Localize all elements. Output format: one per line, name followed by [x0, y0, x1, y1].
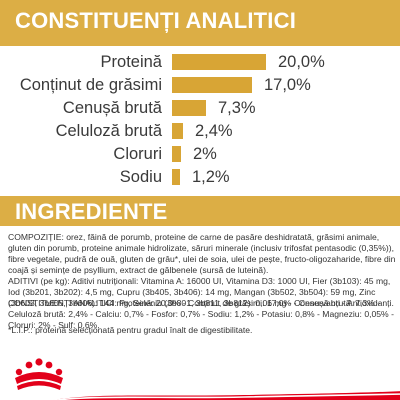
analytical-text: CONSTITUENȚI ANALITICI: Proteină: 20,0% …	[8, 298, 396, 331]
composition-text: COMPOZIȚIE: orez, făină de porumb, prote…	[8, 232, 396, 276]
nutrient-bar	[172, 169, 180, 185]
additives-paragraph: ADITIVI (pe kg): Aditivi nutriționali: V…	[8, 276, 394, 308]
royal-canin-crown-logo-icon	[15, 358, 63, 390]
nutrient-bar	[172, 100, 206, 116]
nutrient-row: Conținut de grăsimi 17,0%	[0, 74, 400, 96]
additives-text: ADITIVI (pe kg): Aditivi nutriționali: V…	[8, 276, 396, 309]
nutrient-row: Sodiu 1,2%	[0, 166, 400, 188]
nutrient-label: Sodiu	[119, 168, 162, 186]
nutrient-row: Proteină 20,0%	[0, 51, 400, 73]
nutrient-value: 7,3%	[218, 99, 256, 117]
ingredients-banner: INGREDIENTE	[0, 196, 400, 226]
nutrient-row: Cenușă brută 7,3%	[0, 97, 400, 119]
nutrient-bar	[172, 54, 266, 70]
analytical-constituents-banner: CONSTITUENȚI ANALITICI	[0, 0, 400, 46]
red-ribbon-decoration	[51, 391, 400, 400]
nutrient-label: Proteină	[100, 53, 162, 71]
nutrient-value: 1,2%	[192, 168, 230, 186]
nutrient-row: Celuloză brută 2,4%	[0, 120, 400, 142]
footnote-text: *L.I.P.: proteină selecționată pentru gr…	[8, 325, 396, 336]
nutrient-value: 2%	[193, 145, 217, 163]
footnote-paragraph: *L.I.P.: proteină selecționată pentru gr…	[8, 325, 253, 335]
nutrient-label: Cenușă brută	[62, 99, 162, 117]
nutrient-label: Celuloză brută	[55, 122, 162, 140]
nutrient-bar	[172, 123, 183, 139]
composition-paragraph: COMPOZIȚIE: orez, făină de porumb, prote…	[8, 232, 396, 275]
analytical-constituents-heading: CONSTITUENȚI ANALITICI	[15, 8, 297, 33]
nutrient-label: Cloruri	[113, 145, 162, 163]
nutrient-label: Conținut de grăsimi	[19, 76, 162, 94]
analytical-paragraph: CONSTITUENȚI ANALITICI: Proteină: 20,0% …	[8, 298, 394, 330]
nutrient-bar	[172, 146, 181, 162]
nutrient-row: Cloruri 2%	[0, 143, 400, 165]
nutrient-value: 2,4%	[195, 122, 233, 140]
ingredients-heading: INGREDIENTE	[15, 199, 168, 224]
nutrient-value: 20,0%	[278, 53, 325, 71]
nutrient-value: 17,0%	[264, 76, 311, 94]
nutrient-bar	[172, 77, 252, 93]
